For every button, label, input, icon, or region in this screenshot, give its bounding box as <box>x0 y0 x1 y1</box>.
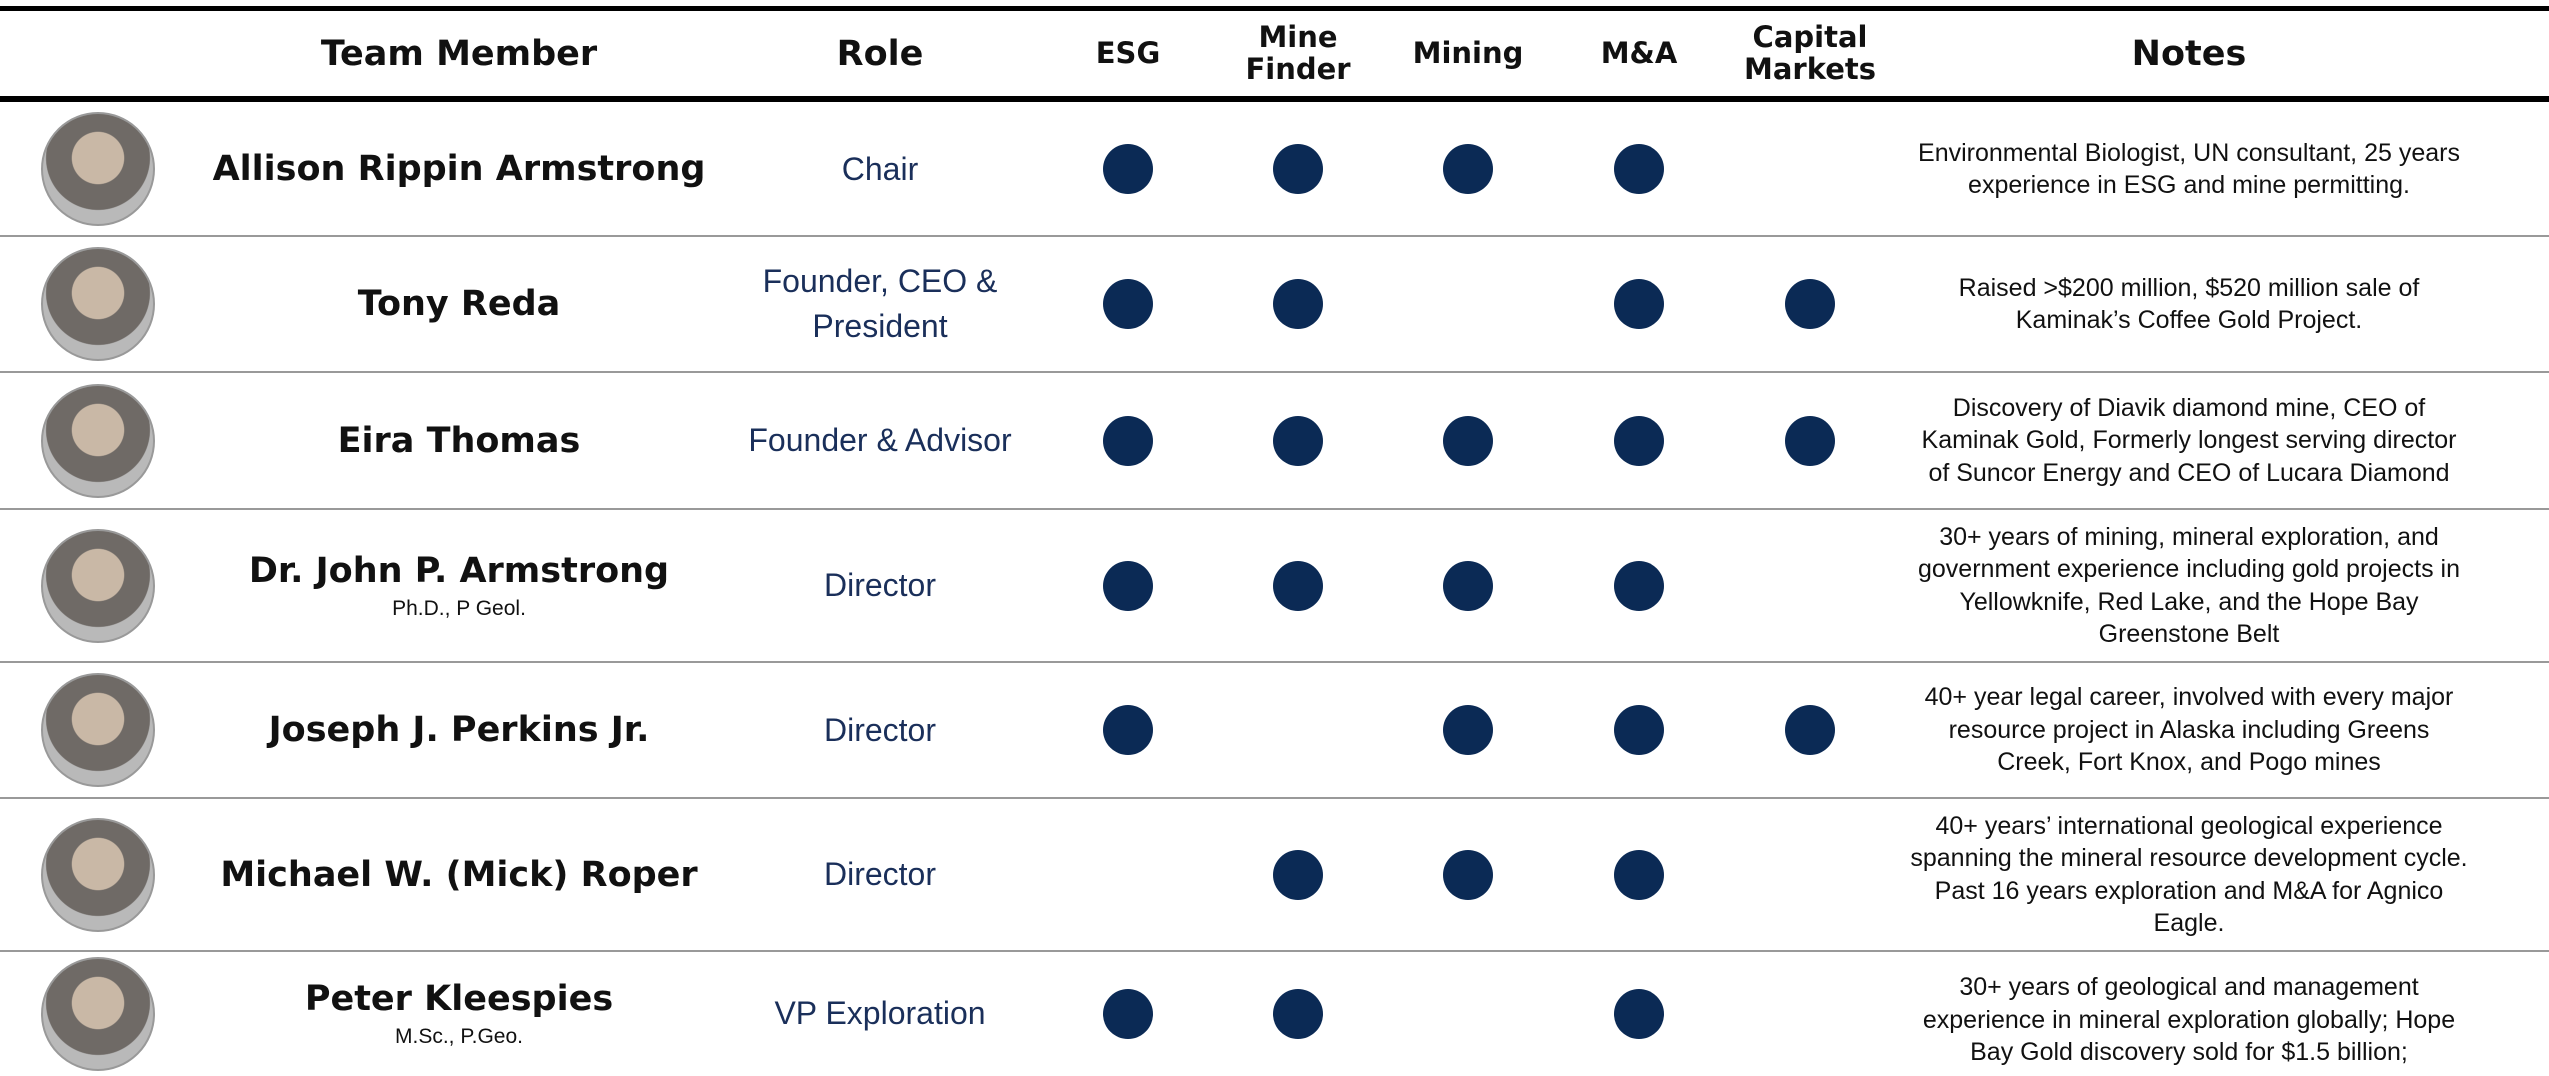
member-name: Michael W. (Mick) Roper <box>179 798 739 951</box>
notes: 40+ years’ international geological expe… <box>1910 811 2468 938</box>
role: Founder & Advisor <box>748 422 1012 459</box>
column-header: Notes <box>2131 33 2247 74</box>
role: Director <box>823 567 936 604</box>
avatar <box>41 112 155 226</box>
column-header: M&A <box>1600 36 1678 71</box>
name-text: Eira Thomas <box>337 420 581 461</box>
skill-dot <box>1103 560 1153 611</box>
notes: 30+ years of geological and management e… <box>1922 973 2456 1066</box>
skill-dot <box>1614 415 1664 466</box>
skill-dot <box>1443 144 1493 194</box>
column-header: Mining <box>1412 36 1524 71</box>
role: Chair <box>841 150 919 187</box>
skill-dot <box>1443 705 1493 755</box>
name-text: Tony Reda <box>357 284 561 324</box>
row-divider <box>0 797 2549 799</box>
name-text: Michael W. (Mick) Roper <box>220 854 698 895</box>
top-rule <box>0 6 2549 11</box>
member-name: Dr. John P. Armstrong Ph.D., P Geol. <box>179 509 739 662</box>
skill-dot <box>1785 279 1835 329</box>
skill-dot <box>1614 144 1664 194</box>
avatar <box>41 247 155 361</box>
skill-dot <box>1273 849 1323 900</box>
header-rule <box>0 96 2549 102</box>
row-divider <box>0 950 2549 952</box>
notes: Environmental Biologist, UN consultant, … <box>1918 138 2460 200</box>
column-header: ESG <box>1095 36 1161 71</box>
skill-dot <box>1614 988 1664 1039</box>
avatar <box>41 956 155 1071</box>
avatar <box>41 817 155 932</box>
skill-dot <box>1103 144 1153 194</box>
skill-dot <box>1103 279 1153 329</box>
avatar <box>41 528 155 643</box>
credentials: M.Sc., P.Geo. <box>395 1024 523 1048</box>
column-header: Capital Markets <box>1743 20 1877 86</box>
avatar <box>41 673 155 787</box>
name-text: Peter Kleespies <box>304 978 614 1019</box>
skill-dot <box>1103 415 1153 466</box>
skill-dot <box>1614 279 1664 329</box>
credentials: Ph.D., P Geol. <box>392 596 526 620</box>
column-header: Mine Finder <box>1245 20 1351 86</box>
name-text: Allison Rippin Armstrong <box>212 149 706 189</box>
skill-dot <box>1443 415 1493 466</box>
role: Director <box>823 856 936 893</box>
member-name: Tony Reda <box>179 236 739 372</box>
row-divider <box>0 661 2549 663</box>
skill-dot <box>1614 560 1664 611</box>
name-text: Dr. John P. Armstrong <box>248 550 670 591</box>
skill-dot <box>1443 560 1493 611</box>
column-header: Role <box>836 33 924 74</box>
skill-dot <box>1273 144 1323 194</box>
name-text: Joseph J. Perkins Jr. <box>268 710 650 750</box>
avatar <box>41 383 155 498</box>
row-divider <box>0 508 2549 510</box>
member-name: Joseph J. Perkins Jr. <box>179 662 739 798</box>
role: VP Exploration <box>774 995 986 1032</box>
notes: Raised >$200 million, $520 million sale … <box>1958 273 2420 335</box>
row-divider <box>0 371 2549 373</box>
notes: 30+ years of mining, mineral exploration… <box>1918 522 2460 649</box>
skill-dot <box>1103 988 1153 1039</box>
row-divider <box>0 235 2549 237</box>
member-name: Eira Thomas <box>179 372 739 509</box>
skill-dot <box>1273 560 1323 611</box>
notes: 40+ year legal career, involved with eve… <box>1924 683 2454 777</box>
skill-dot <box>1273 415 1323 466</box>
skill-dot <box>1103 705 1153 755</box>
skill-dot <box>1273 988 1323 1039</box>
skill-dot <box>1785 705 1835 755</box>
column-header: Team Member <box>320 33 598 74</box>
skill-dot <box>1273 279 1323 329</box>
role: Director <box>823 711 936 748</box>
notes: Discovery of Diavik diamond mine, CEO of… <box>1921 393 2457 487</box>
member-name: Allison Rippin Armstrong <box>179 102 739 236</box>
skill-dot <box>1614 849 1664 900</box>
role: Founder, CEO & President <box>762 263 998 344</box>
skill-dot <box>1614 705 1664 755</box>
skill-dot <box>1785 415 1835 466</box>
member-name: Peter Kleespies M.Sc., P.Geo. <box>179 951 739 1076</box>
skill-dot <box>1443 849 1493 900</box>
